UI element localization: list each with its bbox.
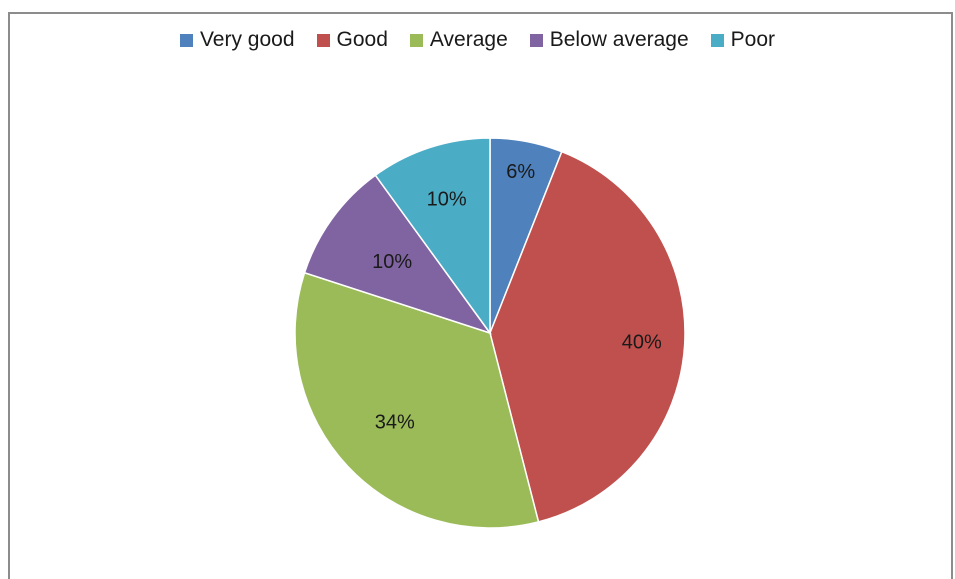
legend-item: Poor [710, 28, 776, 52]
legend-swatch [409, 33, 423, 47]
slice-data-label: 40% [622, 332, 662, 354]
legend-item: Average [409, 28, 508, 52]
legend-label: Below average [549, 28, 689, 51]
legend-swatch [710, 33, 724, 47]
slice-data-label: 10% [427, 188, 467, 210]
legend-swatch [529, 33, 543, 47]
legend-item: Very good [179, 28, 295, 52]
legend-item: Good [316, 28, 388, 52]
pie-slice [489, 150, 686, 523]
legend-label: Average [429, 28, 508, 51]
legend-swatch [316, 33, 330, 47]
slice-data-label: 6% [506, 161, 535, 183]
legend-label: Good [336, 28, 388, 51]
pie-slice [374, 137, 491, 336]
slice-data-label: 10% [372, 251, 412, 273]
legend-label: Very good [199, 28, 295, 51]
slice-data-label: 34% [375, 411, 415, 433]
pie-slice [294, 271, 540, 529]
chart-legend: Very good Good Average Below average Poor [0, 28, 955, 52]
legend-item: Below average [529, 28, 689, 52]
legend-label: Poor [730, 28, 776, 51]
pie-slice [303, 174, 492, 335]
legend-swatch [179, 33, 193, 47]
